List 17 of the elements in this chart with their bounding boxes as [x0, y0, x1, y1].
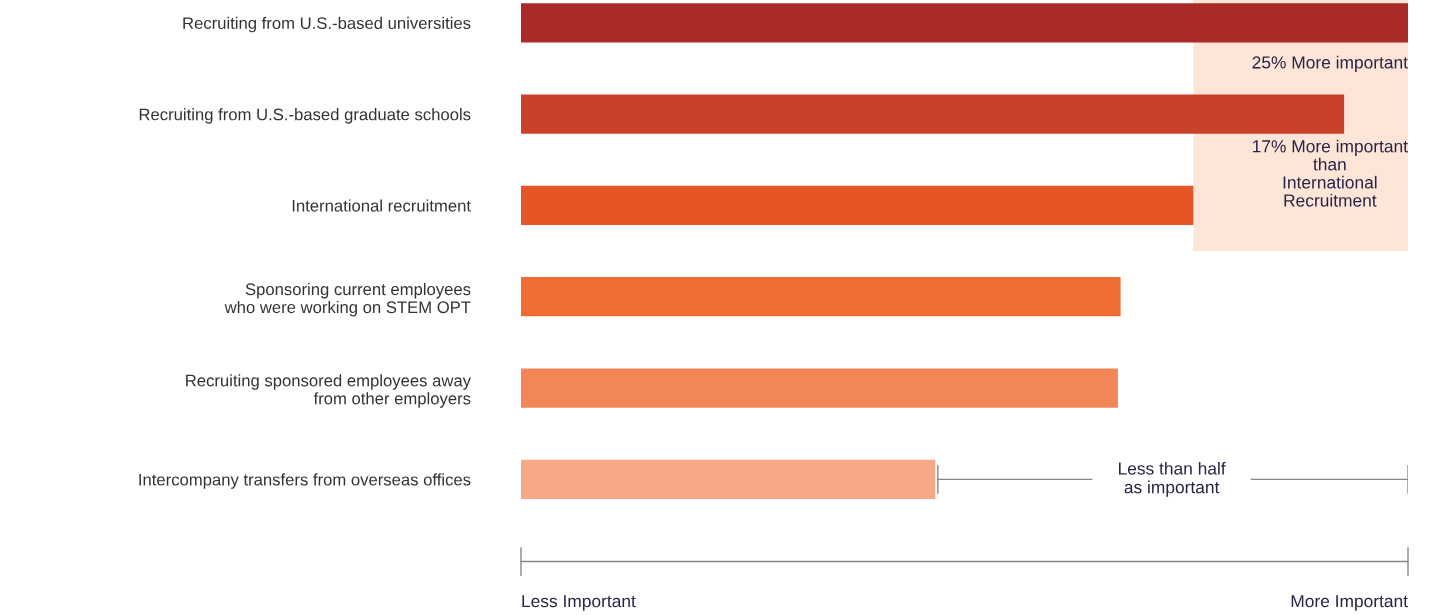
text: Less Important	[522, 595, 636, 611]
annotation: Less than half as important	[1118, 461, 1226, 497]
y-tick-label: Sponsoring current employees who were working on STEM OPT	[224, 282, 471, 317]
y-tick-label: Intercompany transfers from overseas offices	[139, 473, 471, 489]
annotation: 17% More important than International Recruitment	[1253, 139, 1408, 207]
annotation: 25% More important	[1252, 55, 1408, 72]
y-tick-label: Recruiting sponsored employees away from other employers	[186, 374, 471, 408]
y-tick-label: Recruiting from U.S.-based universities	[183, 16, 471, 33]
bar	[521, 185, 1194, 226]
bar	[521, 277, 1121, 317]
bar	[521, 3, 1408, 43]
bar	[521, 368, 1118, 408]
y-tick-label: International recruitment	[292, 199, 471, 212]
bar	[521, 459, 936, 499]
bar	[521, 94, 1345, 134]
text: More Important	[1291, 595, 1408, 611]
y-tick-label: Recruiting from U.S.-based graduate schools	[139, 108, 471, 124]
